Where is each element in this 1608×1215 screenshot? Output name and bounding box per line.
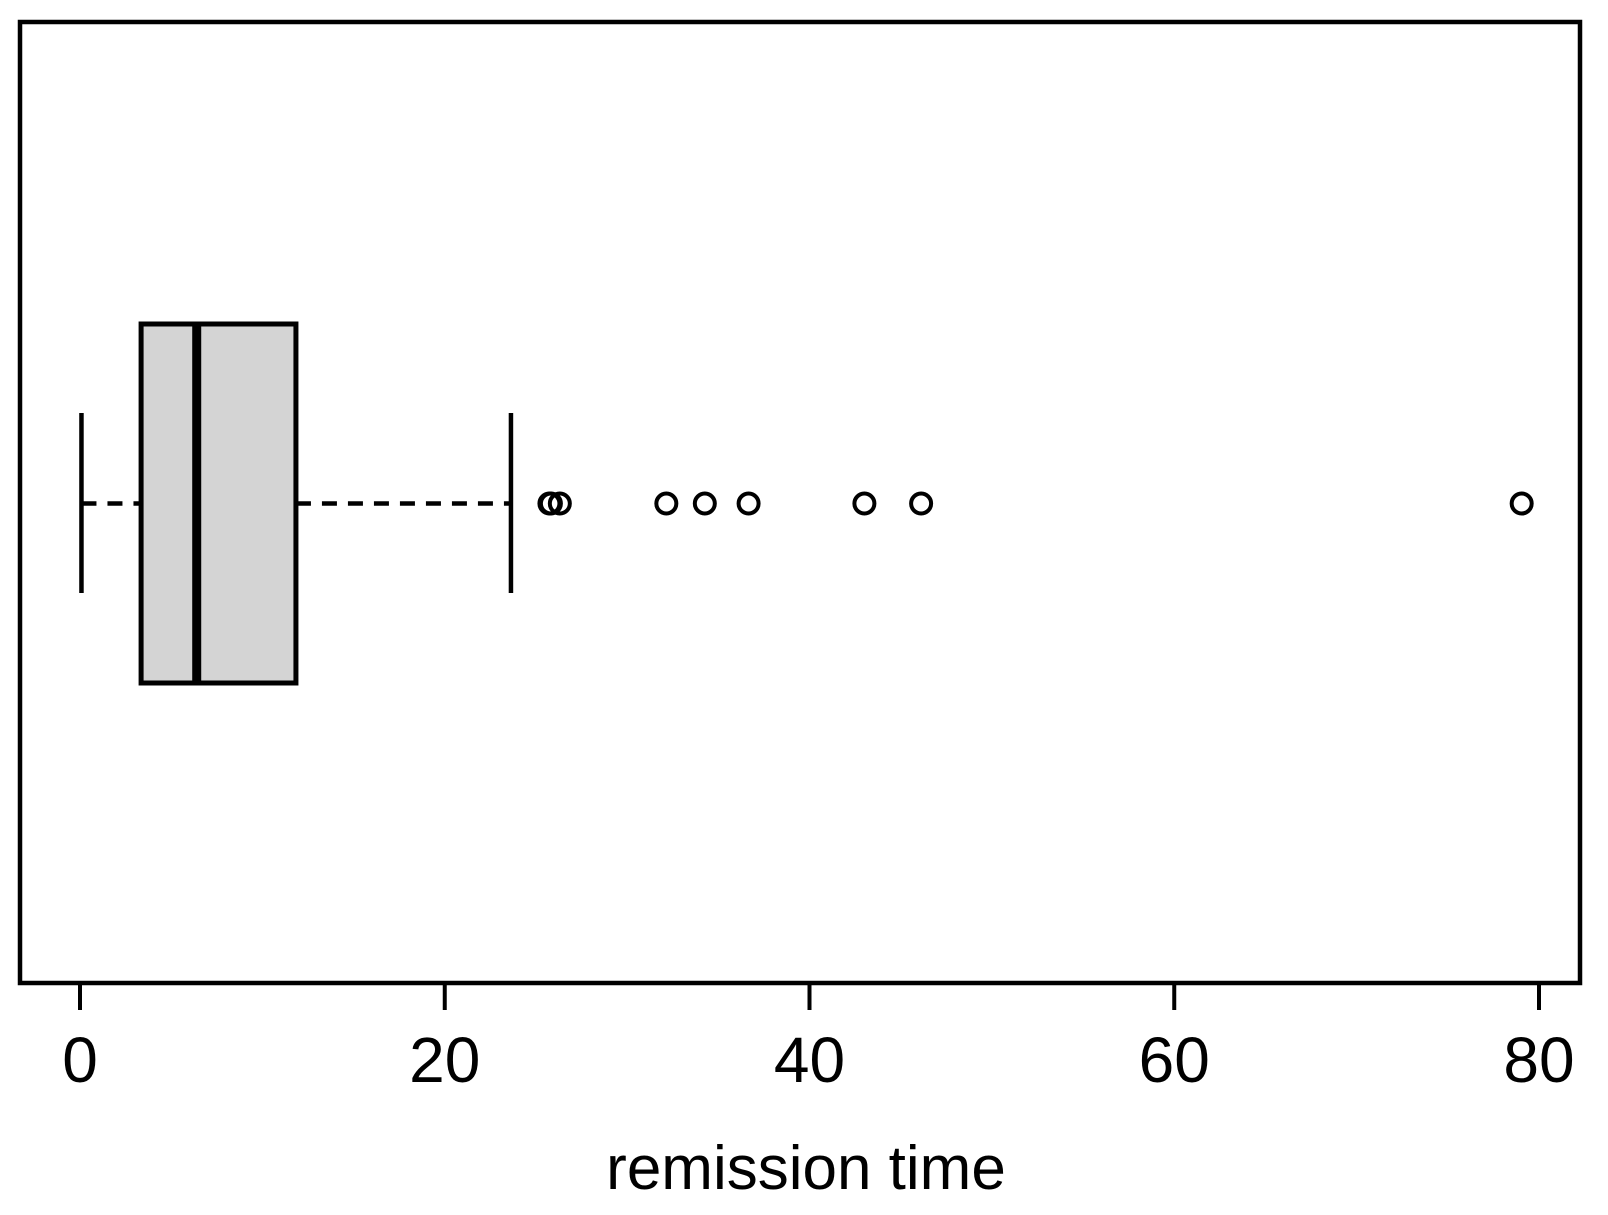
plot-border [17, 19, 1583, 986]
outlier-point [1509, 491, 1534, 516]
outlier-point [538, 491, 563, 516]
x-axis-tick-label: 20 [409, 1024, 480, 1096]
outlier-point [736, 491, 761, 516]
x-axis-tick-label: 80 [1503, 1024, 1574, 1096]
outlier-point [692, 491, 717, 516]
outlier-point [909, 491, 934, 516]
iqr-box [138, 321, 299, 686]
boxplot-marks: 0 20 40 60 80 [62, 321, 1575, 1096]
outlier-point [547, 491, 572, 516]
x-axis-label: remission time [606, 1134, 1006, 1203]
x-axis-tick-label: 60 [1139, 1024, 1210, 1096]
outlier-point [852, 491, 877, 516]
x-axis-tick-label: 0 [62, 1024, 98, 1096]
outlier-point [654, 491, 679, 516]
x-axis-tick-label: 40 [774, 1024, 845, 1096]
